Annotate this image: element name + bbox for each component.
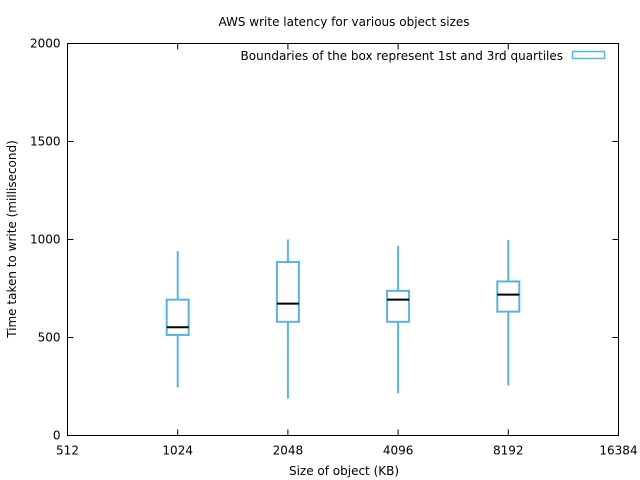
x-tick-label: 1024 bbox=[162, 444, 193, 458]
box-8192 bbox=[496, 239, 521, 386]
y-axis: 0 500 1000 1500 2000 bbox=[30, 37, 619, 443]
y-tick-label: 1000 bbox=[30, 233, 61, 247]
legend-swatch bbox=[571, 50, 606, 60]
quartile-box bbox=[275, 261, 300, 323]
x-tick-label: 16384 bbox=[599, 444, 637, 458]
x-tick-label: 2048 bbox=[273, 444, 304, 458]
x-axis-label: Size of object (KB) bbox=[289, 464, 399, 478]
x-tick-label: 4096 bbox=[383, 444, 414, 458]
quartile-box bbox=[386, 289, 411, 323]
x-tick-label: 8192 bbox=[493, 444, 524, 458]
quartile-box bbox=[165, 298, 190, 336]
y-axis-label: Time taken to write (millisecond) bbox=[5, 140, 19, 339]
box-4096 bbox=[386, 245, 411, 394]
y-tick-label: 0 bbox=[53, 429, 61, 443]
legend-label: Boundaries of the box represent 1st and … bbox=[241, 49, 563, 63]
y-tick-label: 1500 bbox=[30, 135, 61, 149]
quartile-box bbox=[496, 280, 521, 313]
y-tick-label: 500 bbox=[38, 331, 61, 345]
plot-frame bbox=[67, 43, 619, 436]
y-tick-label: 2000 bbox=[30, 37, 61, 51]
x-tick-label: 512 bbox=[56, 444, 79, 458]
box-2048 bbox=[275, 239, 300, 399]
chart-title: AWS write latency for various object siz… bbox=[218, 15, 469, 29]
x-axis: 512 1024 2048 4096 8192 16384 bbox=[56, 43, 638, 458]
legend: Boundaries of the box represent 1st and … bbox=[241, 49, 606, 63]
box-1024 bbox=[165, 251, 190, 388]
boxes-group bbox=[165, 239, 521, 399]
